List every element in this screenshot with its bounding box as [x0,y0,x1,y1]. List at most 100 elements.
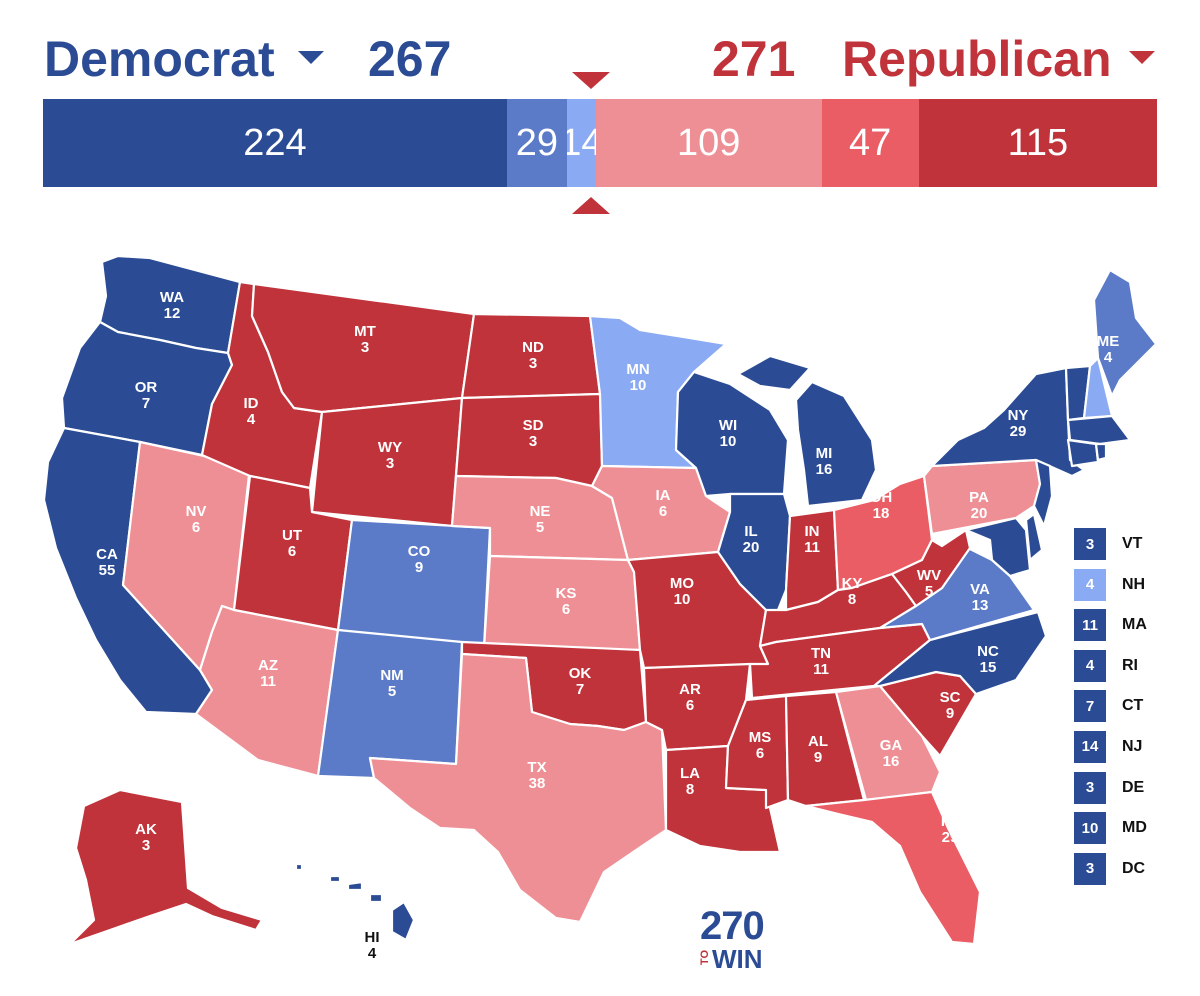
270towin-logo: 270 TO WIN [699,906,774,976]
small-state-row-md[interactable]: 10 MD [1074,812,1174,845]
state-label-mt: MT [354,323,376,340]
state-ri[interactable] [1094,442,1108,462]
state-ev-nc: 15 [980,659,997,676]
state-label-hi: HI [365,929,380,946]
state-ev-va: 13 [972,597,989,614]
republican-total: 271 [712,31,796,87]
state-ev-ut: 6 [288,543,296,560]
republican-label[interactable]: Republican [842,31,1112,87]
republican-dropdown-caret-icon[interactable] [1129,51,1155,64]
small-state-ev-ct[interactable]: 7 [1074,690,1106,723]
state-label-ca: CA [96,546,118,563]
state-label-nv: NV [186,503,207,520]
small-state-row-dc[interactable]: 3 DC [1074,852,1174,885]
state-label-mn: MN [626,361,649,378]
bar-segment-safe-rep: 115 [918,99,1157,187]
state-ev-ny: 29 [1010,423,1027,440]
small-state-name-nh: NH [1122,575,1146,593]
state-me[interactable] [1092,268,1158,398]
us-electoral-map: WA12OR7CA55NV6ID4MT3WY3UT6AZ11CO9NM5ND3S… [42,254,1158,962]
state-ma[interactable] [1066,414,1132,446]
small-state-name-ri: RI [1122,656,1138,674]
state-ev-co: 9 [415,559,423,576]
state-tx[interactable] [368,652,668,924]
small-state-row-ct[interactable]: 7 CT [1074,690,1174,723]
state-ev-al: 9 [814,749,822,766]
state-az[interactable] [194,604,340,778]
state-label-fl: FL [941,813,959,830]
state-label-id: ID [244,395,259,412]
small-state-name-de: DE [1122,778,1145,796]
small-state-row-vt[interactable]: 3 VT [1074,528,1174,560]
small-state-ev-ri[interactable]: 4 [1074,649,1106,682]
state-ev-ms: 6 [756,745,764,762]
state-label-tx: TX [527,759,546,776]
state-ev-id: 4 [247,411,256,428]
state-label-me: ME [1097,333,1120,350]
state-ev-or: 7 [142,395,150,412]
state-hi[interactable] [294,862,416,942]
small-state-row-de[interactable]: 3 DE [1074,771,1174,804]
bar-segment-likely-rep: 47 [821,99,919,187]
state-nc[interactable] [872,610,1048,696]
state-label-or: OR [135,379,158,396]
state-ev-oh: 18 [873,505,890,522]
state-label-mo: MO [670,575,694,592]
state-label-tn: TN [811,645,831,662]
small-state-row-ri[interactable]: 4 RI [1074,649,1174,682]
state-nm[interactable] [316,628,464,780]
state-ct[interactable] [1066,438,1100,468]
state-ev-sd: 3 [529,433,537,450]
small-state-row-ma[interactable]: 11 MA [1074,609,1174,642]
state-wv[interactable] [890,528,972,608]
small-state-row-nh[interactable]: 4 NH [1074,568,1174,601]
democrat-total: 267 [368,31,452,87]
state-ev-la: 8 [686,781,694,798]
bar-segment-lean-dem: 14 [566,99,596,187]
state-label-wa: WA [160,289,184,306]
small-state-ev-nj[interactable]: 14 [1074,730,1106,763]
state-ev-ga: 16 [883,753,900,770]
state-ev-ok: 7 [576,681,584,698]
270-marker-bottom-icon [572,197,610,214]
state-ev-ne: 5 [536,519,544,536]
state-md[interactable] [964,516,1032,578]
270-marker-top-icon [572,72,610,89]
state-label-ms: MS [749,729,772,746]
small-state-ev-de[interactable]: 3 [1074,771,1106,804]
state-label-la: LA [680,765,700,782]
bar-segment-lean-rep: 109 [595,99,822,187]
small-state-row-nj[interactable]: 14 NJ [1074,730,1174,763]
state-label-in: IN [805,523,820,540]
bar-segment-likely-dem: 29 [506,99,567,187]
state-label-nc: NC [977,643,999,660]
state-mi[interactable] [736,354,878,508]
state-label-ia: IA [656,487,671,504]
small-state-ev-md[interactable]: 10 [1074,812,1106,845]
state-co[interactable] [336,518,492,650]
state-label-oh: OH [870,489,893,506]
state-fl[interactable] [804,790,982,946]
small-state-ev-nh[interactable]: 4 [1074,568,1106,601]
small-state-name-md: MD [1122,819,1147,837]
state-de[interactable] [1024,512,1044,562]
state-label-ny: NY [1008,407,1029,424]
state-ev-ks: 6 [562,601,570,618]
small-state-name-vt: VT [1122,535,1143,552]
state-ev-sc: 9 [946,705,954,722]
state-ev-nd: 3 [529,355,537,372]
state-nj[interactable] [1032,458,1054,528]
state-label-ky: KY [842,575,863,592]
small-state-name-ma: MA [1122,616,1147,634]
democrat-dropdown-caret-icon[interactable] [298,51,324,64]
state-label-mi: MI [816,445,833,462]
democrat-label[interactable]: Democrat [44,31,275,87]
small-state-name-dc: DC [1122,859,1146,877]
state-label-va: VA [970,581,990,598]
small-state-ev-vt[interactable]: 3 [1074,528,1106,560]
small-state-ev-ma[interactable]: 11 [1074,609,1106,642]
state-ev-nm: 5 [388,683,396,700]
state-ak[interactable] [68,788,264,946]
state-ev-wy: 3 [386,455,394,472]
small-state-ev-dc[interactable]: 3 [1074,852,1106,885]
